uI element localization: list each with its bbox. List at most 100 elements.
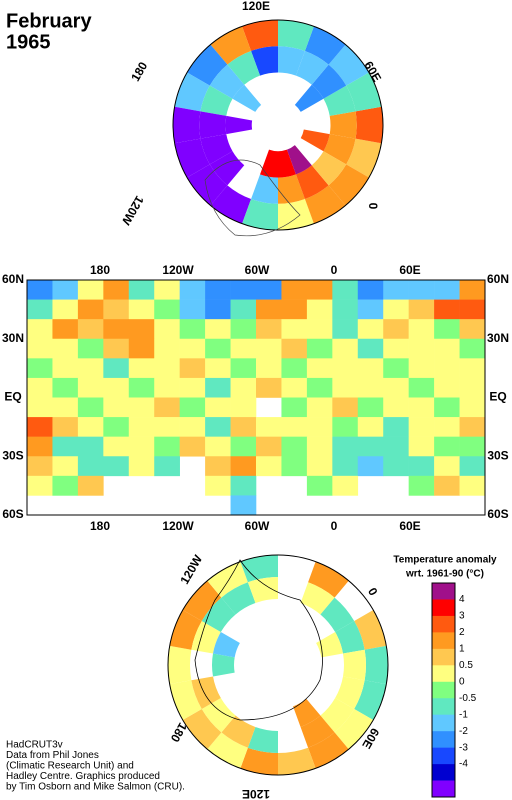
anomaly-cell [213, 632, 240, 658]
anomaly-cell [77, 358, 104, 379]
anomaly-cell [357, 319, 384, 340]
legend-swatch [432, 583, 455, 600]
anomaly-cell [306, 436, 333, 457]
anomaly-cell [209, 151, 245, 186]
anomaly-cell [300, 582, 335, 615]
legend-label: 4 [459, 594, 465, 605]
anomaly-cell [281, 358, 308, 379]
anomaly-cell [300, 715, 335, 748]
anomaly-cell [306, 417, 333, 437]
credit-line: Hadley Centre. Graphics produced [6, 771, 160, 782]
anomaly-cell [128, 358, 155, 379]
anomaly-cell [154, 358, 180, 379]
anomaly-cell [52, 319, 79, 340]
anomaly-cell [154, 436, 180, 457]
anomaly-cell [286, 145, 312, 175]
credit-line: (Climatic Research Unit) and [6, 761, 134, 772]
anomaly-cell [281, 280, 308, 300]
anomaly-cell [77, 417, 104, 437]
anomaly-cell [434, 338, 460, 359]
anomaly-cell [103, 417, 130, 437]
coastline [194, 559, 323, 721]
anomaly-cell [230, 299, 257, 320]
anomaly-cell [332, 417, 359, 437]
legend-swatch [432, 698, 455, 715]
anomaly-cell [335, 621, 365, 654]
longitude-label: 180 [128, 59, 150, 84]
anomaly-cell [434, 358, 460, 379]
anomaly-cell [383, 436, 409, 457]
anomaly-cell [293, 698, 321, 728]
anomaly-cell [247, 577, 278, 603]
anomaly-cell [205, 456, 231, 477]
anomaly-cell [306, 280, 333, 300]
anomaly-cell [201, 698, 236, 733]
anomaly-cell [52, 397, 79, 418]
anomaly-cell [408, 338, 435, 359]
anomaly-cell [27, 358, 53, 379]
anomaly-cell [205, 299, 231, 320]
anomaly-cell [179, 377, 206, 398]
anomaly-cell [230, 475, 257, 496]
anomaly-cell [260, 149, 278, 178]
anomaly-cell [179, 417, 206, 437]
anomaly-cell [205, 338, 231, 359]
anomaly-cell [434, 456, 460, 477]
latitude-label: 60S [2, 507, 23, 521]
anomaly-cell [434, 417, 460, 437]
anomaly-cell [27, 299, 53, 320]
anomaly-cell [103, 397, 130, 418]
anomaly-cell [332, 280, 359, 300]
anomaly-cell [230, 280, 257, 300]
anomaly-cell [459, 299, 486, 320]
anomaly-cell [230, 397, 257, 418]
anomaly-cell [357, 358, 384, 379]
anomaly-cell [154, 377, 180, 398]
anomaly-cell [323, 134, 356, 165]
anomaly-cell [154, 417, 180, 437]
anomaly-cell [281, 319, 308, 340]
anomaly-cell [77, 456, 104, 477]
anomaly-cell [77, 436, 104, 457]
longitude-label: 0 [365, 585, 381, 598]
anomaly-cell [205, 319, 231, 340]
anomaly-cell [459, 417, 486, 437]
anomaly-cell [210, 26, 252, 65]
anomaly-cell [383, 338, 409, 359]
anomaly-cell [459, 319, 486, 340]
latitude-label: 60S [487, 507, 508, 521]
anomaly-cell [408, 436, 435, 457]
anomaly-cell [357, 436, 384, 457]
anomaly-cell [247, 727, 278, 753]
anomaly-cell [103, 338, 130, 359]
anomaly-cell [346, 72, 382, 112]
anomaly-cell [328, 164, 369, 206]
anomaly-cell [332, 377, 359, 398]
anomaly-cell [205, 280, 231, 300]
anomaly-cell [311, 64, 347, 99]
anomaly-cell [256, 456, 282, 477]
anomaly-cell [128, 338, 155, 359]
anomaly-cell [323, 85, 356, 116]
anomaly-cell [179, 436, 206, 457]
longitude-label: 120E [242, 0, 270, 13]
anomaly-cell [242, 20, 278, 51]
latitude-label: 30S [487, 448, 508, 462]
longitude-label: 60W [245, 263, 270, 277]
anomaly-cell [408, 417, 435, 437]
anomaly-cell [230, 377, 257, 398]
anomaly-cell [346, 138, 382, 178]
anomaly-cell [281, 417, 308, 437]
latitude-label: EQ [489, 390, 506, 404]
anomaly-cell [174, 138, 210, 178]
anomaly-cell [256, 417, 282, 437]
anomaly-cell [256, 338, 282, 359]
anomaly-cell [251, 174, 278, 204]
anomaly-cell [332, 319, 359, 340]
anomaly-cell [230, 456, 257, 477]
anomaly-cell [459, 280, 486, 300]
anomaly-cell [281, 338, 308, 359]
anomaly-cell [357, 280, 384, 300]
legend-title: Temperature anomaly [393, 555, 497, 566]
anomaly-cell [357, 377, 384, 398]
